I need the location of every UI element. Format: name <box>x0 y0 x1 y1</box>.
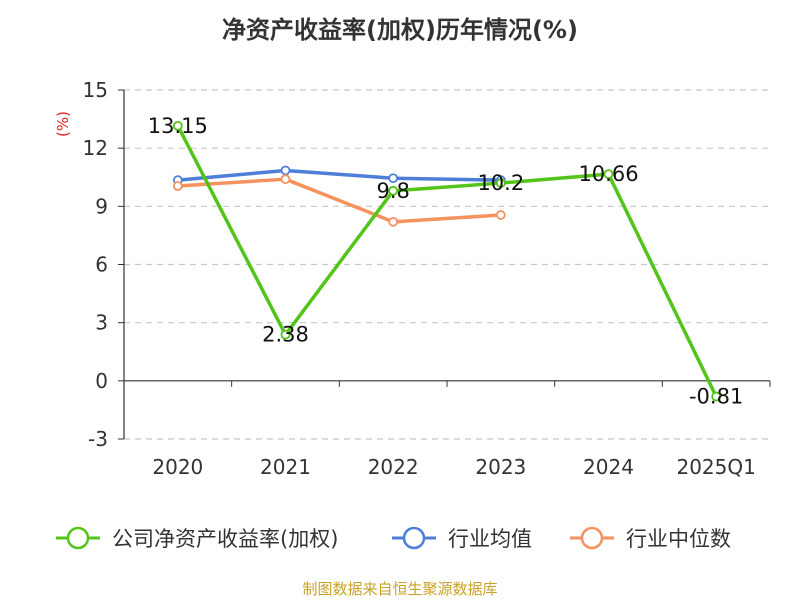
y-tick-label: 6 <box>95 253 108 277</box>
series-line <box>177 177 501 224</box>
legend-marker <box>580 526 604 550</box>
data-label: 9.8 <box>376 179 409 203</box>
series-line <box>177 168 501 182</box>
data-label: 10.2 <box>477 171 524 195</box>
legend-label: 行业均值 <box>448 527 532 551</box>
legend-label: 公司净资产收益率(加权) <box>112 527 338 551</box>
data-point <box>388 185 399 196</box>
data-point <box>280 165 291 176</box>
x-tick-label: 2022 <box>368 455 419 479</box>
legend-label: 行业中位数 <box>626 527 731 551</box>
data-label: 13.15 <box>148 114 208 138</box>
data-source-note: 制图数据来自恒生聚源数据库 <box>302 580 498 598</box>
y-axis-label: (%) <box>54 111 72 137</box>
data-point <box>495 178 506 188</box>
series-line <box>176 125 718 398</box>
legend-marker <box>66 526 90 550</box>
y-tick-label: 3 <box>95 311 108 335</box>
y-tick-label: 15 <box>83 78 108 102</box>
data-label: 10.66 <box>578 162 638 186</box>
chart-title: 净资产收益率(加权)历年情况(%) <box>222 16 578 44</box>
data-point <box>172 181 183 191</box>
x-tick-label: 2024 <box>583 455 634 479</box>
y-tick-label: 9 <box>95 194 108 218</box>
y-tick-label: 0 <box>95 369 108 393</box>
data-point <box>603 169 614 180</box>
data-point <box>388 173 399 184</box>
data-label: -0.81 <box>689 385 743 409</box>
x-tick-label: 2025Q1 <box>676 455 755 479</box>
x-tick-label: 2023 <box>475 455 526 479</box>
y-tick-label: -3 <box>88 427 108 451</box>
data-label: 2.38 <box>262 323 309 347</box>
y-tick-label: 12 <box>83 136 108 160</box>
x-tick-label: 2020 <box>152 455 203 479</box>
data-point <box>495 210 506 220</box>
legend-marker <box>402 526 426 550</box>
data-point <box>388 216 399 227</box>
data-point <box>280 329 291 340</box>
x-tick-label: 2021 <box>260 455 311 479</box>
data-point <box>280 174 291 185</box>
data-point <box>172 120 183 131</box>
data-point <box>711 391 722 402</box>
